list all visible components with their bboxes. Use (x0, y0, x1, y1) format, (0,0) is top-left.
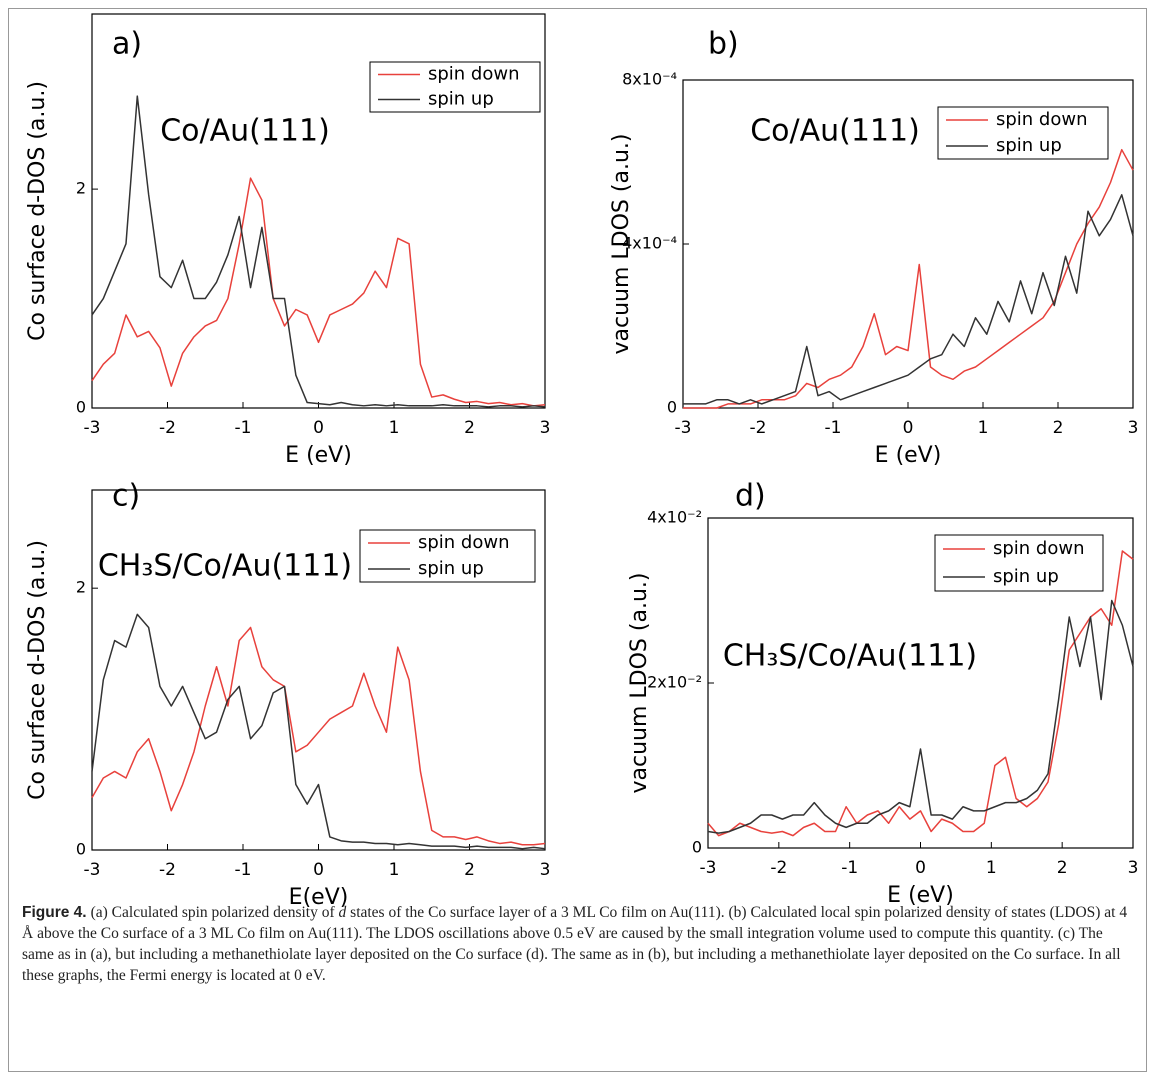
legend-box (359, 529, 536, 583)
panel-label: a) (112, 27, 142, 62)
annotation: CH₃S/Co/Au(111) (98, 549, 352, 584)
x-tick-label: 0 (313, 860, 324, 880)
legend-label: spin up (993, 566, 1059, 587)
y-tick-label: 0 (692, 838, 702, 857)
x-tick-label: 1 (389, 418, 400, 438)
frame (8, 8, 1147, 1072)
series-line (707, 599, 1134, 834)
y-tick-label: 8x10⁻⁴ (622, 70, 677, 89)
annotation: Co/Au(111) (160, 114, 330, 149)
legend-label: spin down (993, 538, 1085, 559)
legend-label: spin up (428, 89, 494, 110)
series-line (91, 95, 546, 408)
legend-label: spin down (418, 532, 510, 553)
y-tick-label: 4x10⁻⁴ (622, 234, 677, 253)
caption-label: Figure 4. (22, 904, 87, 921)
x-tick-label: 1 (986, 858, 997, 878)
panel-label: b) (708, 27, 739, 62)
y-tick-label: 2x10⁻² (647, 673, 702, 692)
x-tick-label: -1 (235, 860, 252, 880)
legend-label: spin up (418, 558, 484, 579)
x-tick-label: 0 (903, 418, 914, 438)
x-tick-label: -3 (84, 860, 101, 880)
x-tick-label: 2 (1057, 858, 1068, 878)
series-line (683, 194, 1134, 405)
x-tick-label: -1 (825, 418, 842, 438)
y-tick-label: 2 (76, 578, 86, 597)
x-tick-label: 3 (1128, 418, 1139, 438)
caption-text: states of the Co surface layer of a 3 ML… (22, 904, 1128, 984)
caption-text: (a) Calculated spin polarized density of (90, 904, 339, 921)
x-tick-label: -3 (84, 418, 101, 438)
x-axis-label: E(eV) (289, 885, 349, 910)
x-tick-label: 2 (464, 860, 475, 880)
x-tick-label: 3 (540, 860, 551, 880)
y-axis-label: Co surface d-DOS (a.u.) (25, 540, 50, 800)
x-tick-label: -1 (841, 858, 858, 878)
x-tick-label: 1 (978, 418, 989, 438)
y-axis-label: Co surface d-DOS (a.u.) (25, 81, 50, 341)
x-axis-label: E (eV) (875, 443, 942, 468)
y-tick-label: 0 (76, 398, 86, 417)
y-tick-label: 4x10⁻² (647, 508, 702, 527)
caption: Figure 4. (a) Calculated spin polarized d… (22, 902, 1130, 986)
legend-box (937, 106, 1109, 160)
legend-label: spin down (996, 109, 1088, 130)
legend-label: spin up (996, 135, 1062, 156)
x-tick-label: 3 (1128, 858, 1139, 878)
legend-label: spin down (428, 64, 520, 85)
annotation: CH₃S/Co/Au(111) (723, 639, 977, 674)
series-line (91, 177, 546, 407)
x-tick-label: -2 (750, 418, 767, 438)
y-tick-label: 0 (667, 398, 677, 417)
series-line (91, 626, 546, 846)
annotation: Co/Au(111) (750, 114, 920, 149)
x-tick-label: -2 (159, 418, 176, 438)
x-tick-label: 2 (1053, 418, 1064, 438)
x-tick-label: -3 (675, 418, 692, 438)
x-tick-label: -3 (700, 858, 717, 878)
x-tick-label: 1 (389, 860, 400, 880)
caption-italic: d (338, 904, 347, 921)
legend-box (934, 534, 1104, 592)
series-line (707, 550, 1134, 837)
series-line (683, 148, 1134, 409)
x-axis-label: E (eV) (887, 883, 954, 908)
x-axis-label: E (eV) (285, 443, 352, 468)
legend-box (369, 61, 541, 113)
y-axis-label: vacuum LDOS (a.u.) (627, 573, 652, 794)
series-line (91, 613, 546, 850)
x-tick-label: -2 (159, 860, 176, 880)
panel-label: c) (112, 479, 140, 514)
x-tick-label: 0 (313, 418, 324, 438)
panel-label: d) (735, 479, 766, 514)
y-tick-label: 0 (76, 840, 86, 859)
x-tick-label: 0 (915, 858, 926, 878)
x-tick-label: 2 (464, 418, 475, 438)
x-tick-label: -2 (770, 858, 787, 878)
y-axis-label: vacuum LDOS (a.u.) (609, 134, 634, 355)
x-tick-label: 3 (540, 418, 551, 438)
y-tick-label: 2 (76, 179, 86, 198)
x-tick-label: -1 (235, 418, 252, 438)
